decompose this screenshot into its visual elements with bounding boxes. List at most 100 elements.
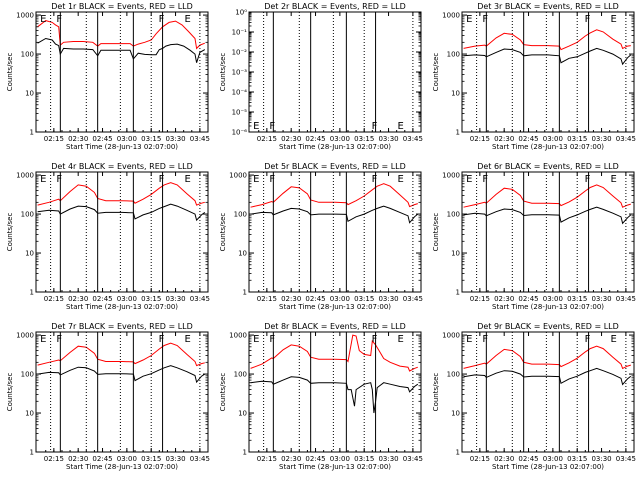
event-marker-label: E — [185, 334, 191, 345]
event-marker-label: E — [398, 334, 404, 345]
panel-title: Det 8r BLACK = Events, RED = LLD — [264, 322, 406, 331]
x-tick-label: 03:45 — [190, 295, 210, 303]
y-tick-label: 100 — [21, 51, 34, 59]
y-tick-label: 100 — [21, 371, 34, 379]
x-tick-label: 02:30 — [68, 135, 88, 143]
x-tick-label: 02:30 — [281, 135, 301, 143]
x-tick-label: 03:30 — [165, 135, 185, 143]
event-marker-label: E — [40, 14, 46, 25]
x-tick-label: 02:15 — [470, 135, 490, 143]
x-tick-label: 02:45 — [518, 455, 538, 463]
panel-title: Det 5r BLACK = Events, RED = LLD — [264, 162, 406, 171]
y-tick-label: 100 — [234, 211, 247, 219]
event-marker-label: E — [466, 174, 472, 185]
panel-title: Det 3r BLACK = Events, RED = LLD — [477, 2, 619, 11]
y-tick-label: 1 — [456, 129, 460, 137]
y-tick-label: 1000 — [442, 172, 460, 180]
plot-frame — [461, 171, 635, 293]
event-marker-label: F — [56, 174, 62, 185]
x-tick-label: 02:15 — [470, 295, 490, 303]
x-tick-label: 03:45 — [190, 135, 210, 143]
series-lld-line — [37, 182, 205, 206]
y-tick-label: 100 — [447, 371, 460, 379]
y-tick-label: 1 — [456, 449, 460, 457]
x-tick-label: 03:00 — [330, 295, 350, 303]
x-axis-label: Start Time (28-Jun-13 02:07:00) — [279, 303, 391, 311]
x-tick-label: 02:45 — [305, 295, 325, 303]
x-tick-label: 02:45 — [305, 135, 325, 143]
series-events-line — [250, 376, 419, 414]
y-tick-label: 10 — [238, 410, 247, 418]
event-marker-label: E — [185, 174, 191, 185]
event-marker-label: F — [372, 174, 378, 185]
y-tick-label: 10 — [451, 410, 460, 418]
x-tick-label: 02:30 — [68, 455, 88, 463]
x-tick-label: 03:00 — [330, 455, 350, 463]
y-tick-label: 10⁻⁶ — [232, 129, 248, 137]
series-lld-line — [250, 334, 418, 372]
event-marker-label: F — [269, 334, 275, 345]
panel-title: Det 2r BLACK = Events, RED = LLD — [264, 2, 406, 11]
y-tick-label: 10⁰ — [235, 9, 247, 17]
x-tick-label: 03:00 — [543, 135, 563, 143]
event-marker-label: F — [372, 121, 378, 132]
y-tick-label: 1 — [243, 449, 247, 457]
x-tick-label: 03:15 — [567, 455, 587, 463]
plot-frame — [35, 331, 209, 453]
event-marker-label: E — [253, 174, 259, 185]
x-tick-label: 02:30 — [494, 135, 514, 143]
x-tick-label: 02:45 — [92, 135, 112, 143]
y-tick-label: 1000 — [442, 332, 460, 340]
x-tick-label: 03:30 — [378, 295, 398, 303]
panel-title: Det 4r BLACK = Events, RED = LLD — [51, 162, 193, 171]
series-events-line — [37, 365, 206, 384]
event-marker-label: F — [159, 174, 165, 185]
y-tick-label: 10⁻¹ — [232, 29, 248, 37]
x-tick-label: 03:00 — [117, 295, 137, 303]
y-tick-label: 1 — [30, 449, 34, 457]
y-axis-label: Counts/sec — [6, 213, 14, 252]
x-tick-label: 02:15 — [44, 455, 64, 463]
event-marker-label: F — [585, 14, 591, 25]
x-tick-label: 03:30 — [165, 455, 185, 463]
x-axis-label: Start Time (28-Jun-13 02:07:00) — [492, 143, 604, 151]
y-tick-label: 10⁻² — [232, 49, 248, 57]
x-tick-label: 02:15 — [44, 135, 64, 143]
y-tick-label: 1000 — [16, 12, 34, 20]
event-marker-label: E — [253, 334, 259, 345]
x-axis-label: Start Time (28-Jun-13 02:07:00) — [66, 303, 178, 311]
x-tick-label: 03:45 — [616, 135, 636, 143]
x-tick-label: 02:45 — [92, 455, 112, 463]
x-tick-label: 03:15 — [354, 455, 374, 463]
event-marker-label: E — [611, 334, 617, 345]
x-tick-label: 03:15 — [354, 295, 374, 303]
x-axis-label: Start Time (28-Jun-13 02:07:00) — [66, 143, 178, 151]
x-axis-label: Start Time (28-Jun-13 02:07:00) — [279, 143, 391, 151]
plot-frame — [248, 171, 422, 293]
series-events-line — [37, 203, 206, 222]
plot-frame — [35, 11, 209, 133]
y-tick-label: 10 — [451, 250, 460, 258]
event-marker-label: F — [159, 334, 165, 345]
y-axis-label: Counts/sec — [432, 53, 440, 92]
y-tick-label: 10 — [451, 90, 460, 98]
x-tick-label: 03:15 — [567, 135, 587, 143]
event-marker-label: E — [466, 334, 472, 345]
x-tick-label: 03:45 — [403, 295, 423, 303]
x-tick-label: 03:00 — [543, 455, 563, 463]
x-tick-label: 03:00 — [117, 455, 137, 463]
y-tick-label: 1 — [243, 289, 247, 297]
event-marker-label: F — [482, 334, 488, 345]
plot-frame — [461, 11, 635, 133]
x-tick-label: 02:45 — [92, 295, 112, 303]
event-marker-label: F — [269, 121, 275, 132]
y-tick-label: 10⁻⁴ — [232, 89, 248, 97]
x-axis-label: Start Time (28-Jun-13 02:07:00) — [492, 303, 604, 311]
x-tick-label: 02:15 — [470, 455, 490, 463]
y-tick-label: 10⁻⁵ — [232, 109, 248, 117]
series-lld-line — [250, 183, 418, 208]
